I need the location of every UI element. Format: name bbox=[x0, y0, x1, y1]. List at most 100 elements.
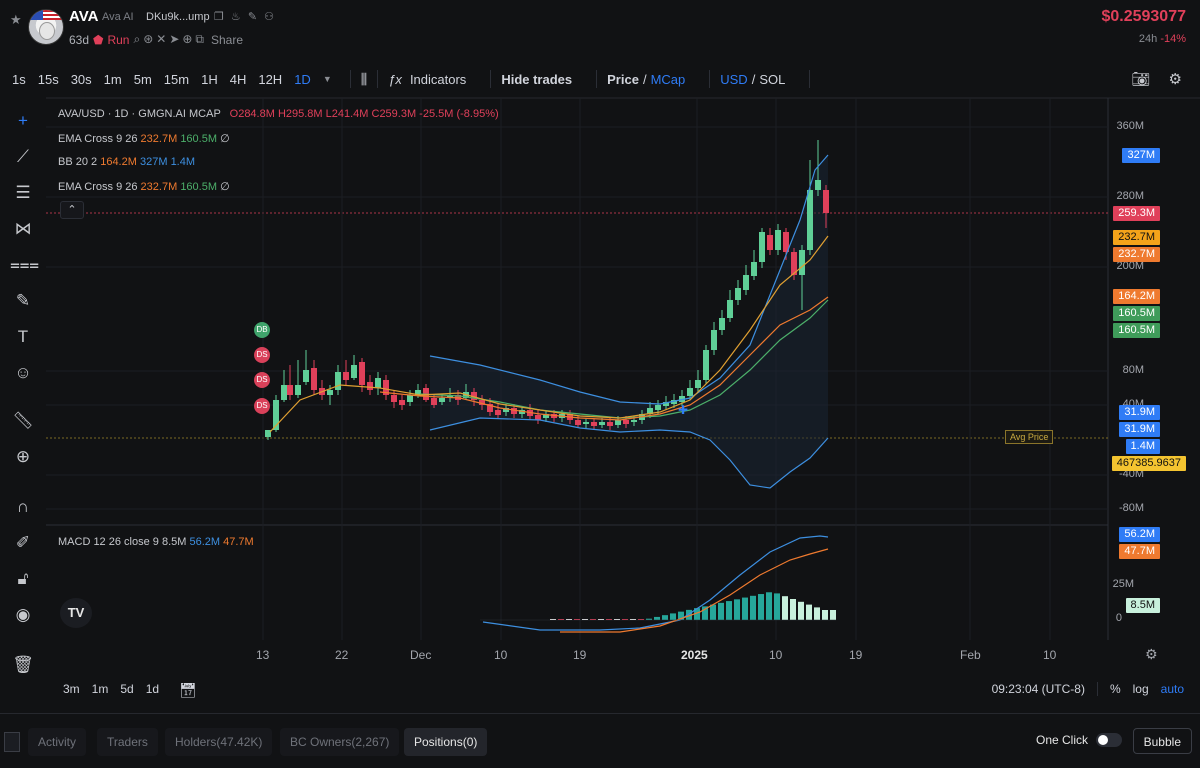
collapse-legend-button[interactable]: ⌃ bbox=[60, 201, 84, 219]
horizontal-lines-icon[interactable]: ☰ bbox=[15, 183, 31, 202]
ema-legend-2[interactable]: EMA Cross 9 26 232.7M 160.5M ∅ bbox=[58, 181, 230, 193]
range-5d[interactable]: 5d bbox=[120, 682, 134, 696]
brush-icon[interactable]: ✎ bbox=[15, 291, 31, 310]
candle-body bbox=[687, 388, 693, 396]
trendline-icon[interactable]: ⟋ bbox=[17, 147, 29, 166]
candle-body bbox=[343, 372, 349, 380]
candle-body bbox=[367, 382, 373, 390]
favorite-star-icon[interactable]: ★ bbox=[10, 12, 22, 27]
candle-body bbox=[615, 420, 621, 425]
tab-positions[interactable]: Positions(0) bbox=[404, 728, 488, 756]
share-link[interactable]: Share bbox=[211, 32, 244, 47]
usd-toggle[interactable]: USD bbox=[720, 71, 748, 87]
y-axis-label: 80M bbox=[1122, 364, 1144, 376]
candle-body bbox=[695, 380, 701, 388]
bubble-button[interactable]: Bubble bbox=[1132, 728, 1192, 754]
macd-bar bbox=[614, 619, 620, 620]
timeframe-15s[interactable]: 15s bbox=[37, 71, 59, 87]
candle-body bbox=[631, 420, 637, 422]
panel-toggle-icon[interactable] bbox=[4, 732, 20, 752]
price-toggle[interactable]: Price bbox=[607, 71, 639, 87]
time-info: 09:23:04 (UTC-8) % log auto bbox=[992, 682, 1184, 696]
lock-icon[interactable]: 🔓︎ bbox=[17, 569, 29, 588]
auto-scale-toggle[interactable]: auto bbox=[1160, 682, 1184, 696]
chevron-down-icon[interactable]: ▼ bbox=[322, 74, 332, 84]
camera-icon[interactable]: 📷︎ bbox=[1131, 71, 1151, 88]
candle-type-icon[interactable]: ⫼ bbox=[360, 70, 368, 87]
marker-ds[interactable]: DS bbox=[254, 347, 270, 363]
candle-body bbox=[487, 404, 493, 412]
trash-icon[interactable]: 🗑︎ bbox=[12, 655, 34, 674]
candle-body bbox=[375, 378, 381, 388]
timeframe-30s[interactable]: 30s bbox=[70, 71, 92, 87]
timeframe-5m[interactable]: 5m bbox=[133, 71, 152, 87]
x-axis-label: 19 bbox=[849, 648, 863, 662]
token-flags-icon: ❐ ♨ ✎ ⚇ bbox=[214, 11, 276, 23]
zoom-icon[interactable]: ⊕ bbox=[15, 447, 31, 466]
toolbar-slash: / bbox=[751, 71, 756, 87]
tab-traders[interactable]: Traders bbox=[97, 728, 158, 756]
ruler-icon[interactable]: 📏︎ bbox=[12, 411, 34, 430]
eye-icon[interactable]: ◉ bbox=[15, 605, 31, 624]
calendar-icon[interactable]: 📅︎ bbox=[179, 682, 197, 698]
run-label[interactable]: Run bbox=[107, 32, 130, 47]
text-icon[interactable]: T bbox=[17, 327, 29, 346]
timeframe-12h[interactable]: 12H bbox=[258, 71, 283, 87]
candle-body bbox=[783, 232, 789, 252]
chart-toolbar: 1s 15s 30s 1m 5m 15m 1H 4H 12H 1D ▼ ⫼ ƒx… bbox=[0, 62, 1200, 96]
macd-bar bbox=[750, 595, 756, 620]
percent-scale-toggle[interactable]: % bbox=[1109, 682, 1121, 696]
range-1d[interactable]: 1d bbox=[145, 682, 160, 696]
macd-axis-label: 0 bbox=[1115, 612, 1122, 624]
pencil-lock-icon[interactable]: ✐ bbox=[15, 533, 31, 552]
timeframe-4h[interactable]: 4H bbox=[229, 71, 247, 87]
macd-bar bbox=[574, 619, 580, 620]
magnet-icon[interactable]: ∩ bbox=[16, 497, 30, 516]
bb-legend[interactable]: BB 20 2 164.2M 327M 1.4M bbox=[58, 156, 196, 168]
reset-scale-icon[interactable]: ⚙ bbox=[1145, 646, 1158, 662]
range-3m[interactable]: 3m bbox=[63, 682, 80, 696]
log-scale-toggle[interactable]: log bbox=[1132, 682, 1149, 696]
timeframe-1h[interactable]: 1H bbox=[201, 71, 218, 87]
timeframe-1m[interactable]: 1m bbox=[103, 71, 122, 87]
toggle-switch[interactable] bbox=[1096, 733, 1122, 747]
badge-macd-hist: 8.5M bbox=[1125, 598, 1160, 613]
hide-trades-button[interactable]: Hide trades bbox=[501, 71, 573, 87]
timeframe-1s[interactable]: 1s bbox=[12, 71, 26, 87]
macd-bar bbox=[638, 619, 644, 620]
candle-body bbox=[287, 385, 293, 395]
y-axis-label: -80M bbox=[1118, 502, 1144, 514]
marker-ds[interactable]: DS bbox=[254, 372, 270, 388]
tab-bc-owners[interactable]: BC Owners(2,267) bbox=[280, 728, 400, 756]
timeframe-1d[interactable]: 1D bbox=[294, 71, 311, 87]
toolbar-slash: / bbox=[642, 71, 647, 87]
range-1m[interactable]: 1m bbox=[91, 682, 109, 696]
macd-bar bbox=[782, 596, 788, 620]
social-icons[interactable]: ⌕⊛✕➤⊕⧉ bbox=[133, 32, 207, 46]
macd-legend[interactable]: MACD 12 26 close 9 8.5M 56.2M 47.7M bbox=[58, 536, 254, 548]
indicators-icon[interactable]: ƒx bbox=[388, 71, 402, 87]
macd-bar bbox=[582, 619, 588, 620]
crosshair-icon[interactable]: + bbox=[18, 111, 28, 130]
marker-db[interactable]: DB bbox=[254, 322, 270, 338]
tab-activity[interactable]: Activity bbox=[28, 728, 87, 756]
emoji-icon[interactable]: ☺ bbox=[14, 363, 32, 382]
pattern-icon[interactable]: ⋈ bbox=[14, 219, 32, 238]
token-address[interactable]: DKu9k...ump bbox=[146, 11, 210, 23]
fib-icon[interactable]: ⩶ bbox=[10, 255, 40, 274]
macd-bar bbox=[630, 619, 636, 620]
tab-holders[interactable]: Holders(47.42K) bbox=[165, 728, 273, 756]
indicators-button[interactable]: Indicators bbox=[409, 71, 467, 87]
macd-bar bbox=[710, 604, 716, 620]
badge-ema-b2: 160.5M bbox=[1113, 323, 1160, 338]
badge-close: 259.3M bbox=[1113, 206, 1160, 221]
ema-legend-1[interactable]: EMA Cross 9 26 232.7M 160.5M ∅ bbox=[58, 133, 230, 145]
timeframe-15m[interactable]: 15m bbox=[163, 71, 190, 87]
marker-ds[interactable]: DS bbox=[254, 398, 270, 414]
mcap-toggle[interactable]: MCap bbox=[650, 71, 686, 87]
macd-bar bbox=[766, 592, 772, 620]
settings-gear-icon[interactable]: ⚙ bbox=[1168, 71, 1182, 88]
sol-toggle[interactable]: SOL bbox=[759, 71, 786, 87]
one-click-toggle[interactable]: One Click bbox=[1036, 733, 1122, 747]
